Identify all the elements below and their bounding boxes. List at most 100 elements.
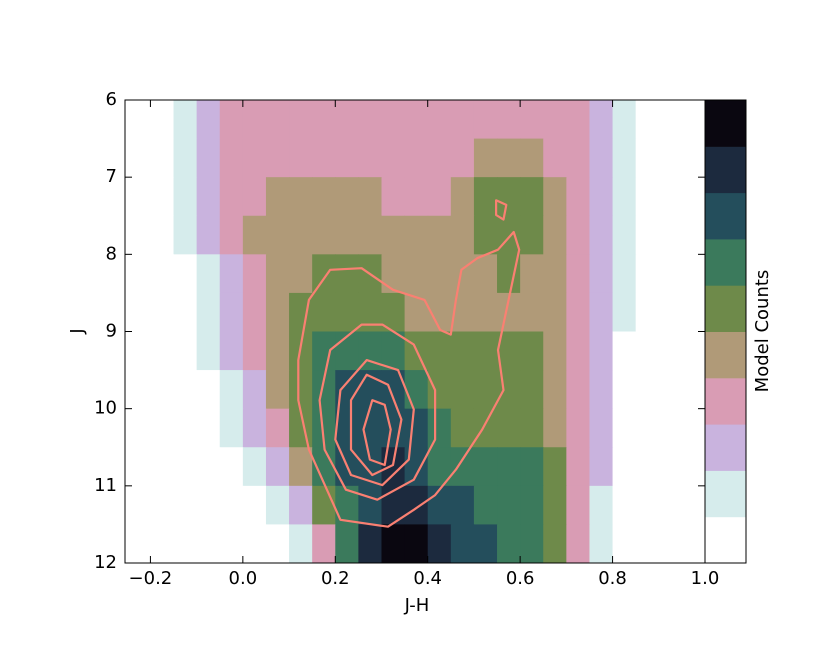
- heatmap-cell: [127, 524, 151, 564]
- y-tick-label: 7: [106, 166, 117, 187]
- heatmap-cell: [219, 370, 244, 410]
- heatmap-cell: [681, 370, 706, 410]
- heatmap-cell: [312, 100, 336, 140]
- heatmap-cell: [473, 370, 498, 410]
- x-tick-label: 0.6: [506, 568, 535, 589]
- heatmap-cell: [242, 254, 267, 294]
- heatmap-cell: [219, 447, 244, 487]
- heatmap-cell: [566, 177, 590, 217]
- heatmap-cell: [127, 177, 151, 217]
- heatmap-cell: [450, 254, 475, 294]
- heatmap-cell: [612, 100, 637, 140]
- heatmap-cell: [589, 524, 614, 564]
- heatmap-cell: [127, 138, 151, 178]
- heatmap-cell: [381, 177, 406, 217]
- colorbar-step: [705, 146, 746, 194]
- heatmap-cell: [196, 138, 221, 178]
- colorbar-step: [705, 100, 746, 147]
- heatmap-cell: [404, 138, 429, 178]
- heatmap-cell: [381, 408, 406, 448]
- heatmap-cell: [312, 215, 336, 255]
- heatmap-cell: [265, 331, 290, 371]
- heatmap-cell: [173, 447, 198, 487]
- heatmap-cell: [219, 177, 244, 217]
- heatmap-cell: [635, 215, 660, 255]
- heatmap-cell: [450, 292, 475, 332]
- heatmap-cell: [658, 215, 683, 255]
- heatmap-cell: [497, 138, 521, 178]
- heatmap-cell: [358, 524, 382, 564]
- heatmap-cell: [289, 524, 313, 564]
- x-axis-label: J-H: [404, 595, 430, 616]
- heatmap-cell: [681, 408, 706, 448]
- heatmap-cell: [473, 524, 498, 564]
- heatmap-cell: [497, 100, 521, 140]
- heatmap-cell: [289, 447, 313, 487]
- heatmap-cell: [450, 215, 475, 255]
- heatmap-cell: [127, 370, 151, 410]
- heatmap-cell: [635, 524, 660, 564]
- heatmap-cell: [242, 215, 267, 255]
- heatmap-cell: [543, 485, 567, 525]
- heatmap-cell: [658, 138, 683, 178]
- heatmap: [127, 100, 706, 564]
- heatmap-cell: [566, 408, 590, 448]
- contour: [362, 399, 392, 467]
- heatmap-cell: [381, 447, 406, 487]
- heatmap-cell: [427, 292, 452, 332]
- heatmap-cell: [381, 292, 406, 332]
- heatmap-cell: [381, 138, 406, 178]
- heatmap-cell: [681, 524, 706, 564]
- heatmap-cell: [381, 485, 406, 525]
- heatmap-cell: [450, 177, 475, 217]
- heatmap-cell: [265, 524, 290, 564]
- heatmap-cell: [404, 254, 429, 294]
- heatmap-cell: [497, 408, 521, 448]
- heatmap-cell: [635, 177, 660, 217]
- heatmap-cell: [335, 485, 359, 525]
- colorbar-step: [705, 424, 746, 471]
- heatmap-cell: [358, 100, 382, 140]
- y-tick-label: 11: [94, 475, 117, 496]
- heatmap-cell: [450, 408, 475, 448]
- heatmap-cell: [381, 524, 406, 564]
- heatmap-cell: [589, 100, 614, 140]
- colorbar-step: [705, 238, 746, 286]
- heatmap-cell: [589, 215, 614, 255]
- heatmap-cell: [404, 370, 429, 410]
- heatmap-cell: [312, 331, 336, 371]
- heatmap-cell: [289, 177, 313, 217]
- heatmap-cell: [127, 408, 151, 448]
- heatmap-cell: [427, 138, 452, 178]
- heatmap-cell: [150, 447, 175, 487]
- heatmap-cell: [127, 215, 151, 255]
- heatmap-cell: [566, 292, 590, 332]
- heatmap-cell: [473, 254, 498, 294]
- heatmap-cell: [612, 138, 637, 178]
- heatmap-cell: [196, 485, 221, 525]
- heatmap-cell: [242, 524, 267, 564]
- heatmap-cell: [289, 485, 313, 525]
- heatmap-cell: [450, 331, 475, 371]
- y-tick-label: 6: [106, 89, 117, 110]
- heatmap-cell: [427, 215, 452, 255]
- heatmap-cell: [219, 408, 244, 448]
- x-tick-label: 1.0: [691, 568, 720, 589]
- heatmap-cell: [589, 177, 614, 217]
- heatmap-cell: [358, 138, 382, 178]
- heatmap-cell: [473, 215, 498, 255]
- heatmap-cell: [404, 524, 429, 564]
- heatmap-cell: [612, 485, 637, 525]
- heatmap-cell: [289, 254, 313, 294]
- heatmap-cell: [520, 215, 544, 255]
- heatmap-cell: [681, 331, 706, 371]
- heatmap-cell: [635, 408, 660, 448]
- heatmap-cell: [473, 138, 498, 178]
- heatmap-cell: [289, 215, 313, 255]
- heatmap-cell: [335, 254, 359, 294]
- colorbar-step: [705, 192, 746, 240]
- heatmap-cell: [150, 100, 175, 140]
- y-axis-label: J: [67, 328, 88, 334]
- heatmap-cell: [543, 100, 567, 140]
- heatmap-cell: [427, 524, 452, 564]
